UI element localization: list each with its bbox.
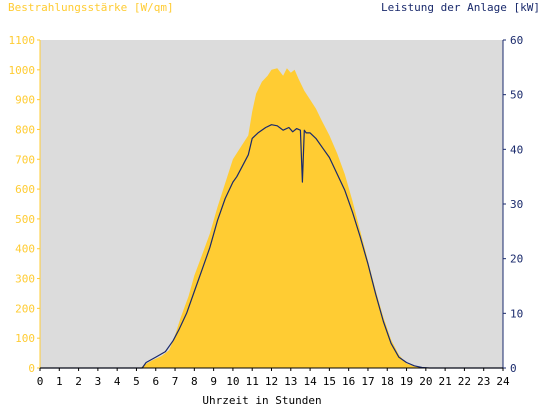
left-axis-title: Bestrahlungsstärke [W/qm] (8, 1, 174, 14)
x-tick-label: 11 (246, 375, 259, 388)
left-tick-label: 0 (28, 362, 35, 375)
irradiance-area (40, 68, 503, 369)
left-tick-label: 1100 (9, 34, 36, 47)
x-tick-label: 5 (133, 375, 140, 388)
x-tick-label: 3 (95, 375, 102, 388)
left-tick-label: 300 (15, 273, 35, 286)
x-tick-label: 19 (400, 375, 413, 388)
left-tick-label: 200 (15, 302, 35, 315)
left-tick-label: 1000 (9, 64, 36, 77)
x-tick-label: 2 (75, 375, 82, 388)
x-tick-label: 0 (37, 375, 44, 388)
right-tick-label: 50 (510, 89, 523, 102)
x-tick-label: 7 (172, 375, 179, 388)
x-tick-label: 12 (265, 375, 278, 388)
x-tick-label: 22 (458, 375, 471, 388)
left-tick-label: 800 (15, 123, 35, 136)
left-tick-label: 500 (15, 213, 35, 226)
x-tick-label: 20 (419, 375, 432, 388)
right-tick-label: 60 (510, 34, 523, 47)
x-tick-label: 10 (226, 375, 239, 388)
left-tick-label: 700 (15, 153, 35, 166)
right-tick-label: 40 (510, 143, 523, 156)
right-tick-label: 0 (510, 362, 517, 375)
right-axis-title: Leistung der Anlage [kW] (381, 1, 540, 14)
x-tick-label: 15 (323, 375, 336, 388)
left-tick-label: 400 (15, 243, 35, 256)
right-tick-label: 10 (510, 307, 523, 320)
right-tick-label: 30 (510, 198, 523, 211)
right-tick-label: 20 (510, 253, 523, 266)
x-tick-label: 1 (56, 375, 63, 388)
x-tick-label: 4 (114, 375, 121, 388)
x-tick-label: 23 (477, 375, 490, 388)
x-tick-label: 18 (381, 375, 394, 388)
x-tick-label: 14 (303, 375, 317, 388)
power-line (40, 124, 503, 369)
x-tick-label: 6 (152, 375, 159, 388)
x-tick-label: 21 (439, 375, 452, 388)
x-tick-label: 8 (191, 375, 198, 388)
left-tick-label: 600 (15, 183, 35, 196)
left-tick-label: 100 (15, 332, 35, 345)
left-tick-label: 900 (15, 94, 35, 107)
x-tick-label: 17 (361, 375, 374, 388)
x-axis-title: Uhrzeit in Stunden (202, 394, 321, 407)
x-tick-label: 13 (284, 375, 297, 388)
x-tick-label: 9 (210, 375, 217, 388)
x-tick-label: 24 (496, 375, 510, 388)
x-tick-label: 16 (342, 375, 355, 388)
